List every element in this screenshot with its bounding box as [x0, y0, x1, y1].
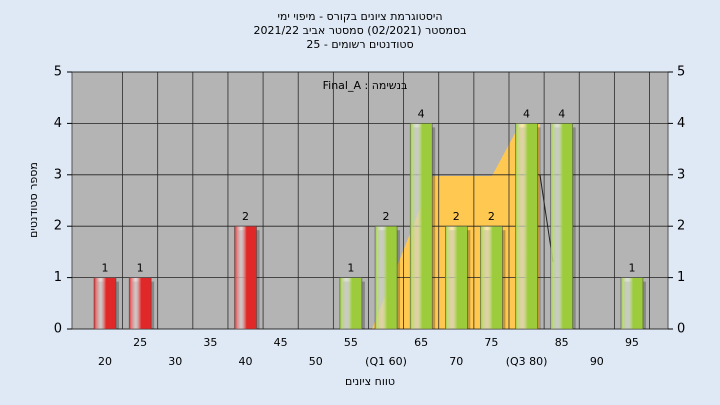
y-tick-label: 3	[54, 167, 62, 182]
value-label: 1	[347, 262, 354, 275]
value-label: 1	[102, 262, 109, 275]
x-tick-label: 55	[344, 336, 358, 349]
bar	[445, 225, 468, 330]
x-tick-label: 95	[625, 336, 639, 349]
x-tick-label: 25	[133, 336, 147, 349]
y2-tick-label: 0	[677, 322, 685, 337]
bar	[234, 225, 257, 330]
x-tick-label: 90	[590, 355, 604, 368]
x-tick-label: 40	[239, 355, 253, 368]
value-label: 4	[418, 107, 425, 120]
bar	[339, 277, 363, 330]
x-tick-label: 75	[484, 336, 498, 349]
y-tick-label: 4	[54, 116, 62, 131]
value-label: 1	[137, 262, 144, 275]
value-label: 4	[558, 107, 565, 120]
y2-tick-label: 2	[677, 219, 685, 234]
x-tick-label: (Q3 80)	[506, 355, 548, 368]
bar	[550, 123, 573, 330]
value-label: 2	[488, 210, 495, 223]
chart-subtitle: בסמסטר (02/2021) סמסטר אביב 2021/22	[253, 24, 466, 37]
x-tick-label: 65	[414, 336, 428, 349]
y-axis-label: מספר סטודנטים	[27, 162, 40, 238]
y2-tick-label: 3	[677, 167, 685, 182]
chart-title: היסטוגרמת ציונים בקורס - מיפוי ימי	[277, 10, 442, 23]
x-tick-label: 30	[168, 355, 182, 368]
x-tick-label: 50	[309, 355, 323, 368]
value-label: 2	[383, 210, 390, 223]
x-tick-label: 35	[203, 336, 217, 349]
bar	[128, 277, 152, 330]
value-label: 2	[453, 210, 460, 223]
x-tick-label: 20	[98, 355, 112, 368]
x-tick-label: 85	[555, 336, 569, 349]
bar	[409, 123, 433, 330]
x-tick-label: 45	[274, 336, 288, 349]
x-tick-label: (Q1 60)	[365, 355, 407, 368]
bar	[374, 225, 398, 330]
bar	[620, 277, 644, 330]
y2-tick-label: 1	[677, 270, 685, 285]
value-label: 1	[628, 262, 635, 275]
y-tick-label: 0	[54, 322, 62, 337]
y-tick-label: 2	[54, 219, 62, 234]
value-label: 4	[523, 107, 530, 120]
bar	[93, 277, 117, 330]
chart-subtitle: סטודנטים רשומים - 25	[306, 38, 413, 51]
plot-area	[71, 71, 669, 330]
bar	[515, 123, 538, 330]
x-tick-label: 70	[449, 355, 463, 368]
annotation: Final_A : בנשימה	[323, 79, 408, 92]
y-tick-label: 5	[54, 65, 62, 80]
value-label: 2	[242, 210, 249, 223]
x-axis-label: טווח ציונים	[345, 375, 395, 388]
y2-tick-label: 5	[677, 65, 685, 80]
y-tick-label: 1	[54, 270, 62, 285]
bar	[480, 225, 503, 330]
y2-tick-label: 4	[677, 116, 685, 131]
